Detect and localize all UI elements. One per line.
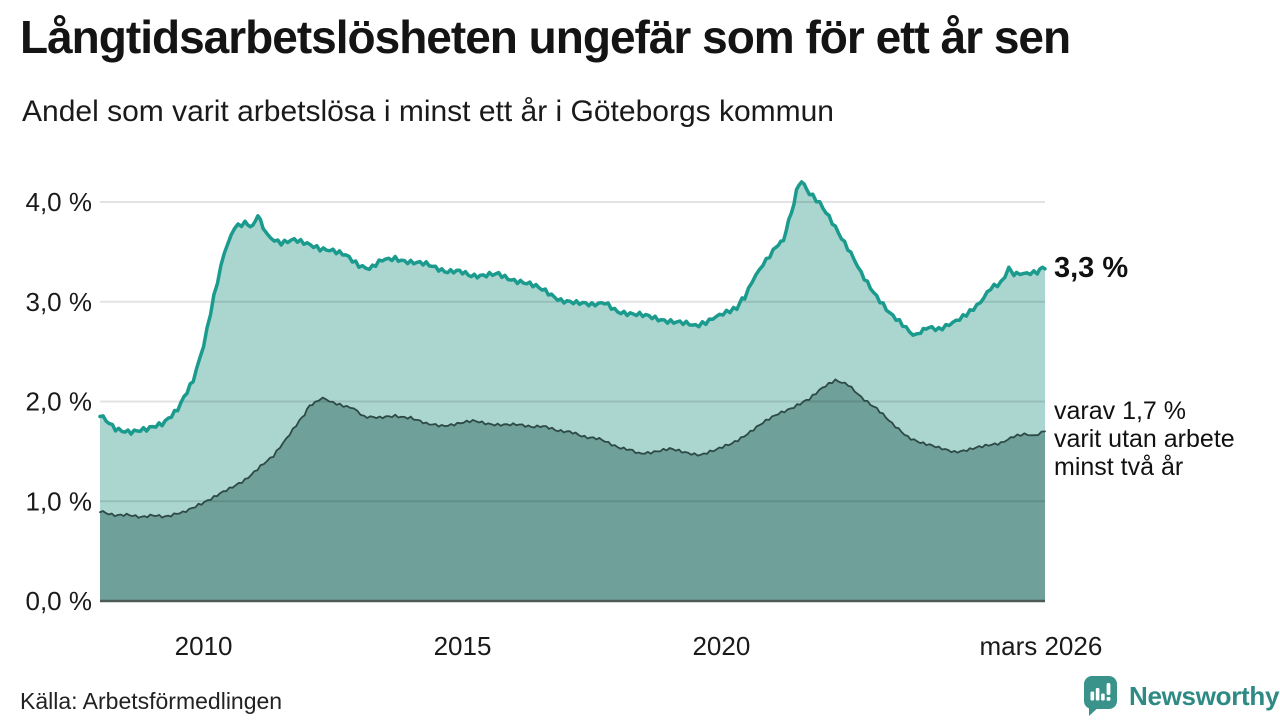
- x-axis-tick-label: 2015: [434, 631, 492, 661]
- chart-subtitle: Andel som varit arbetslösa i minst ett å…: [22, 95, 834, 128]
- newsworthy-logo: Newsworthy: [1084, 676, 1279, 717]
- x-axis-tick-label: 2010: [175, 631, 233, 661]
- end-note-line-1: varav 1,7 %: [1054, 397, 1187, 425]
- series2-end-note: varav 1,7 % varit utan arbete minst två …: [1054, 397, 1235, 481]
- source-caption: Källa: Arbetsförmedlingen: [20, 688, 283, 714]
- series2-line: [99, 378, 1046, 519]
- series1-line: [98, 180, 1047, 436]
- y-axis-tick-label: 4,0 %: [26, 187, 93, 217]
- page-title: Långtidsarbetslösheten ungefär som för e…: [20, 11, 1071, 63]
- newsworthy-wordmark: Newsworthy: [1129, 681, 1280, 711]
- end-note-line-2: varit utan arbete: [1054, 425, 1235, 453]
- y-axis-tick-label: 2,0 %: [26, 387, 93, 417]
- end-note-line-3: minst två år: [1054, 453, 1184, 481]
- x-axis-tick-label: mars 2026: [979, 631, 1102, 661]
- series2-area: [100, 379, 1045, 601]
- y-axis-tick-label: 1,0 %: [26, 486, 93, 516]
- x-axis-tick-label: 2020: [692, 631, 750, 661]
- newsworthy-bubble-chart-icon: [1084, 676, 1117, 716]
- y-axis-tick-label: 3,0 %: [26, 287, 93, 317]
- series1-end-value-label: 3,3 %: [1054, 252, 1129, 284]
- y-axis-tick-label: 0,0 %: [26, 586, 93, 616]
